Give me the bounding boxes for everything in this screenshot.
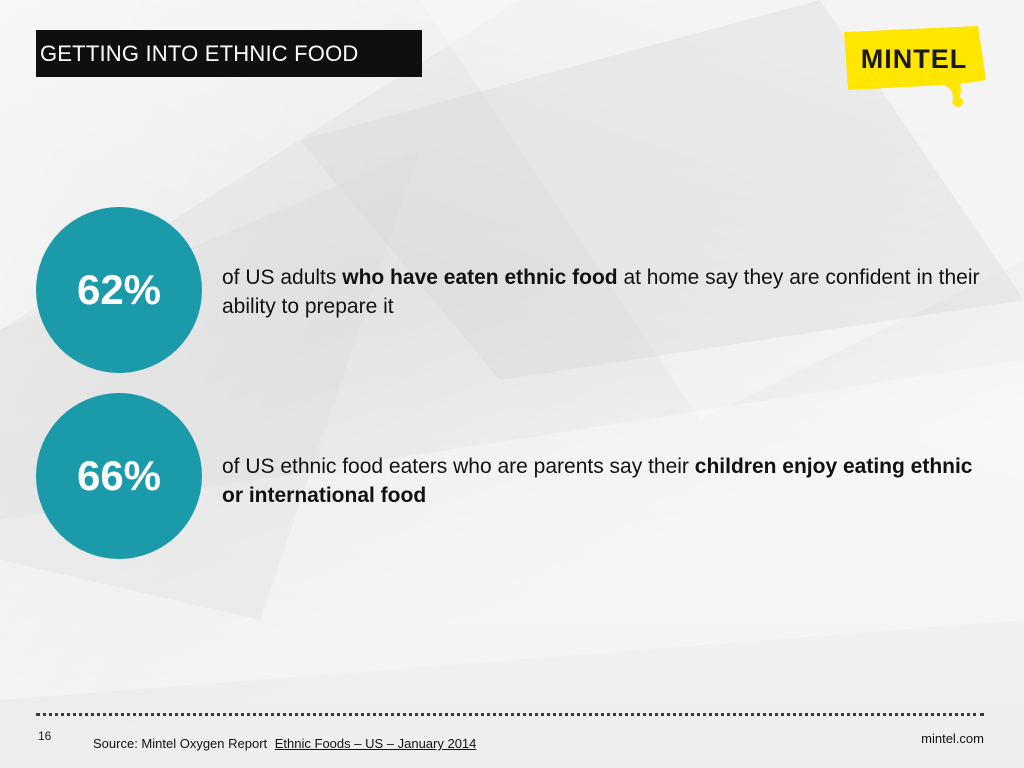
source-line: Source: Mintel Oxygen Report Ethnic Food… bbox=[93, 736, 476, 751]
footer-divider bbox=[36, 713, 984, 716]
page-number: 16 bbox=[38, 729, 52, 743]
source-report-link[interactable]: Ethnic Foods – US – January 2014 bbox=[274, 736, 477, 751]
site-url[interactable]: mintel.com bbox=[921, 731, 984, 746]
mintel-logo: MINTEL bbox=[844, 26, 986, 107]
stat-circle-1: 62% bbox=[36, 207, 202, 373]
stat-description-2: of US ethnic food eaters who are parents… bbox=[222, 455, 973, 507]
logo-text: MINTEL bbox=[861, 44, 968, 74]
source-prefix: Source: Mintel Oxygen Report bbox=[93, 736, 268, 751]
stat-description-1: of US adults who have eaten ethnic food … bbox=[222, 266, 980, 318]
slide-title: GETTING INTO ETHNIC FOOD bbox=[36, 30, 422, 77]
stat-circle-2: 66% bbox=[36, 393, 202, 559]
